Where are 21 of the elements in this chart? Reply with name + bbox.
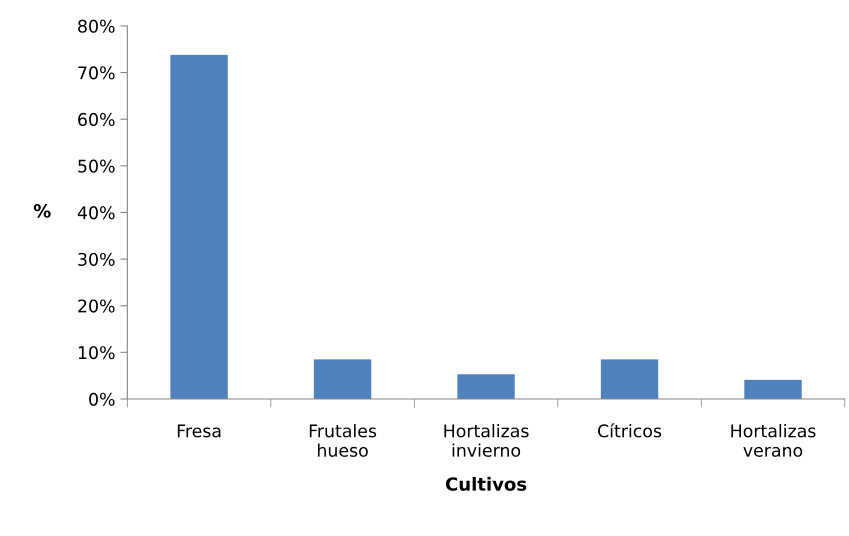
- x-tick-label: Cítricos: [598, 423, 662, 438]
- y-tick-label: 40%: [78, 206, 115, 220]
- y-tick-label: 0%: [89, 392, 115, 406]
- y-tick-label: 20%: [78, 299, 115, 313]
- bar: [170, 54, 228, 399]
- y-tick-label: 70%: [78, 66, 115, 80]
- y-tick-label: 10%: [78, 346, 115, 360]
- x-tick-label: Frutales hueso: [310, 424, 376, 457]
- y-axis-title: %: [34, 204, 51, 218]
- y-tick-label: 30%: [78, 252, 115, 266]
- x-tick-label: Hortalizas invierno: [444, 424, 529, 457]
- y-tick-label: 80%: [78, 20, 115, 33]
- bar: [744, 380, 802, 399]
- x-tick-label: Hortalizas verano: [731, 424, 816, 457]
- bar: [457, 374, 515, 399]
- bar: [600, 359, 658, 399]
- y-tick-label: 60%: [78, 112, 115, 126]
- bar: [314, 359, 372, 399]
- x-tick-label: Fresa: [178, 424, 220, 438]
- x-axis-title: Cultivos: [446, 476, 526, 491]
- y-tick-label: 50%: [78, 160, 115, 173]
